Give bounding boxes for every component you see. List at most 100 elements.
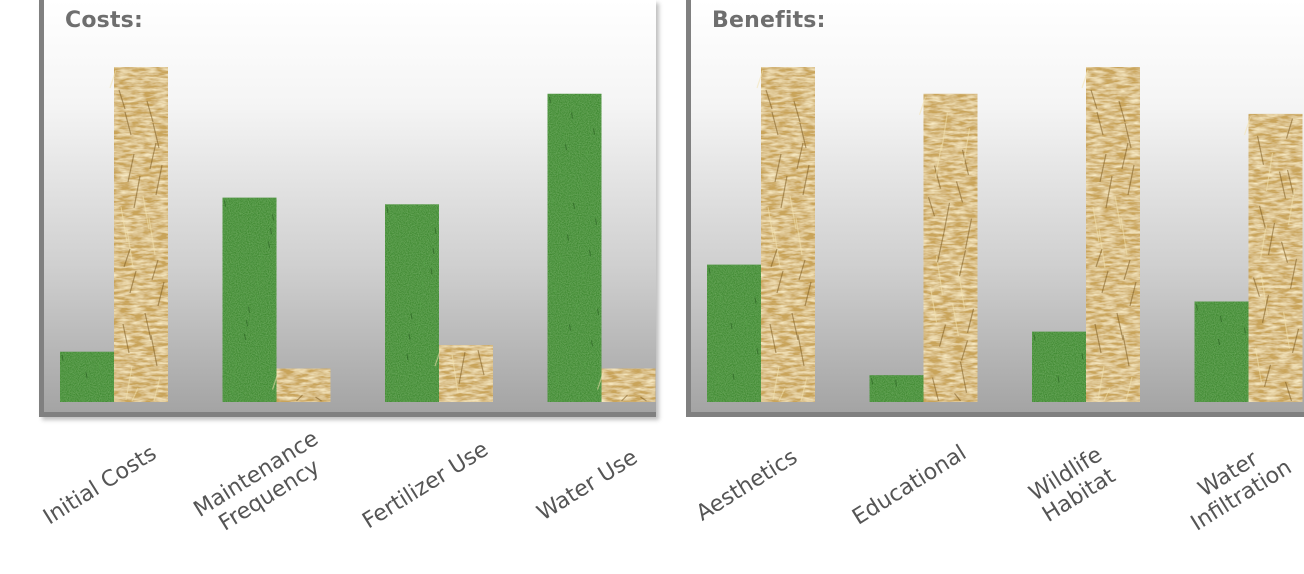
grass-texture-streak <box>578 393 580 400</box>
straw-texture-streak <box>1105 175 1113 209</box>
straw-texture-streak <box>127 153 135 183</box>
straw-texture-streak <box>1263 364 1272 387</box>
grass-texture-streak <box>1057 376 1060 383</box>
straw-texture-streak <box>1081 69 1089 89</box>
straw-texture-streak <box>793 100 801 123</box>
grass-texture-streak <box>85 372 88 379</box>
grass-texture-streak <box>908 389 910 396</box>
straw-texture-streak <box>1127 164 1135 196</box>
grass-bar-benefits-0 <box>707 264 761 402</box>
straw-texture-streak <box>315 396 322 402</box>
straw-texture-streak <box>1123 259 1131 281</box>
straw-texture-streak <box>271 371 280 390</box>
straw-texture-streak <box>1285 118 1294 139</box>
grass-texture-streak <box>560 255 562 262</box>
straw-texture-streak <box>798 259 806 281</box>
straw-texture-streak <box>1260 275 1269 315</box>
straw-texture-streak <box>296 394 303 402</box>
straw-texture-streak <box>774 153 782 183</box>
grass-texture-streak <box>233 373 235 380</box>
straw-texture-streak <box>780 175 788 209</box>
grass-texture-streak <box>408 333 411 340</box>
grass-bar-benefits-1 <box>869 375 924 402</box>
straw-texture-streak <box>1121 142 1129 170</box>
straw-texture-streak <box>962 128 971 165</box>
grass-texture-streak <box>270 227 272 235</box>
straw-texture-streak <box>802 164 810 196</box>
straw-texture-streak <box>1261 294 1270 323</box>
grass-texture-streak <box>552 197 554 204</box>
straw-texture-streak <box>133 175 141 209</box>
grass-texture-streak <box>719 295 722 302</box>
straw-texture-streak <box>776 270 784 294</box>
grass-texture-streak <box>248 306 250 313</box>
straw-texture-streak <box>770 248 778 268</box>
benefits-chart-title: Benefits: <box>712 8 826 33</box>
straw-texture-streak <box>126 228 134 269</box>
straw-texture-streak <box>1094 323 1102 354</box>
straw-texture-streak <box>451 354 459 394</box>
grass-texture-streak <box>895 380 897 387</box>
grass-texture-streak <box>386 207 389 214</box>
straw-texture-streak <box>795 217 803 256</box>
straw-bar-benefits-1 <box>923 93 978 403</box>
straw-texture-streak <box>157 281 165 307</box>
grass-texture-streak <box>556 377 558 384</box>
grass-texture-streak <box>597 308 599 315</box>
grass-texture-streak <box>1231 380 1233 387</box>
straw-bar-benefits-2 <box>1086 67 1140 402</box>
straw-texture-streak <box>936 234 945 263</box>
costs-chart-title: Costs: <box>65 8 143 33</box>
grass-texture-streak <box>871 378 873 385</box>
grass-texture-streak <box>1044 364 1047 372</box>
straw-texture-streak <box>1118 100 1126 123</box>
grass-texture-streak <box>595 218 597 225</box>
category-label-benefits-3: Water Infiltration <box>1186 446 1296 537</box>
grass-texture-streak <box>754 297 757 304</box>
straw-texture-streak <box>771 111 779 136</box>
straw-texture-streak <box>931 377 940 402</box>
grass-texture-streak <box>246 320 248 327</box>
straw-texture-streak <box>596 371 605 390</box>
straw-texture-streak <box>1280 241 1289 263</box>
grass-texture-streak <box>591 340 593 347</box>
straw-texture-streak <box>966 308 975 333</box>
grass-texture-streak <box>569 324 571 331</box>
straw-texture-streak <box>131 387 139 402</box>
straw-texture-streak <box>933 165 942 189</box>
straw-texture-streak <box>789 195 797 230</box>
straw-texture-streak <box>938 324 947 347</box>
straw-texture-streak <box>1284 381 1293 402</box>
grass-texture-streak <box>434 227 437 234</box>
straw-texture-streak <box>1252 277 1261 297</box>
grass-bar-costs-2 <box>385 204 439 402</box>
straw-texture-streak <box>146 100 154 123</box>
grass-texture-streak <box>61 354 64 361</box>
grass-texture-streak <box>259 267 261 274</box>
straw-texture-streak <box>934 144 943 179</box>
straw-texture-streak <box>1090 89 1098 110</box>
grass-bar-costs-1 <box>222 197 277 402</box>
straw-texture-streak <box>961 149 970 175</box>
straw-texture-streak <box>155 164 163 196</box>
straw-texture-streak <box>123 248 131 268</box>
straw-texture-streak <box>796 142 804 170</box>
straw-texture-streak <box>954 393 961 402</box>
straw-texture-streak <box>1282 311 1291 349</box>
grass-texture-streak <box>1244 327 1246 334</box>
grass-texture-streak <box>756 348 759 355</box>
grass-texture-streak <box>257 280 259 288</box>
straw-texture-streak <box>118 89 126 110</box>
grass-texture-streak <box>576 303 578 310</box>
grass-texture-streak <box>1218 338 1220 346</box>
straw-texture-streak <box>1243 116 1252 136</box>
grass-texture-streak <box>730 322 733 330</box>
grass-texture-streak <box>432 247 435 255</box>
grass-texture-streak <box>554 287 556 294</box>
grass-texture-streak <box>717 375 720 383</box>
category-label-costs-1: Maintenance Frequency <box>189 426 324 537</box>
straw-texture-streak <box>434 347 442 367</box>
straw-texture-streak <box>122 323 130 354</box>
straw-bar-costs-3 <box>601 368 656 402</box>
straw-texture-streak <box>458 352 466 385</box>
